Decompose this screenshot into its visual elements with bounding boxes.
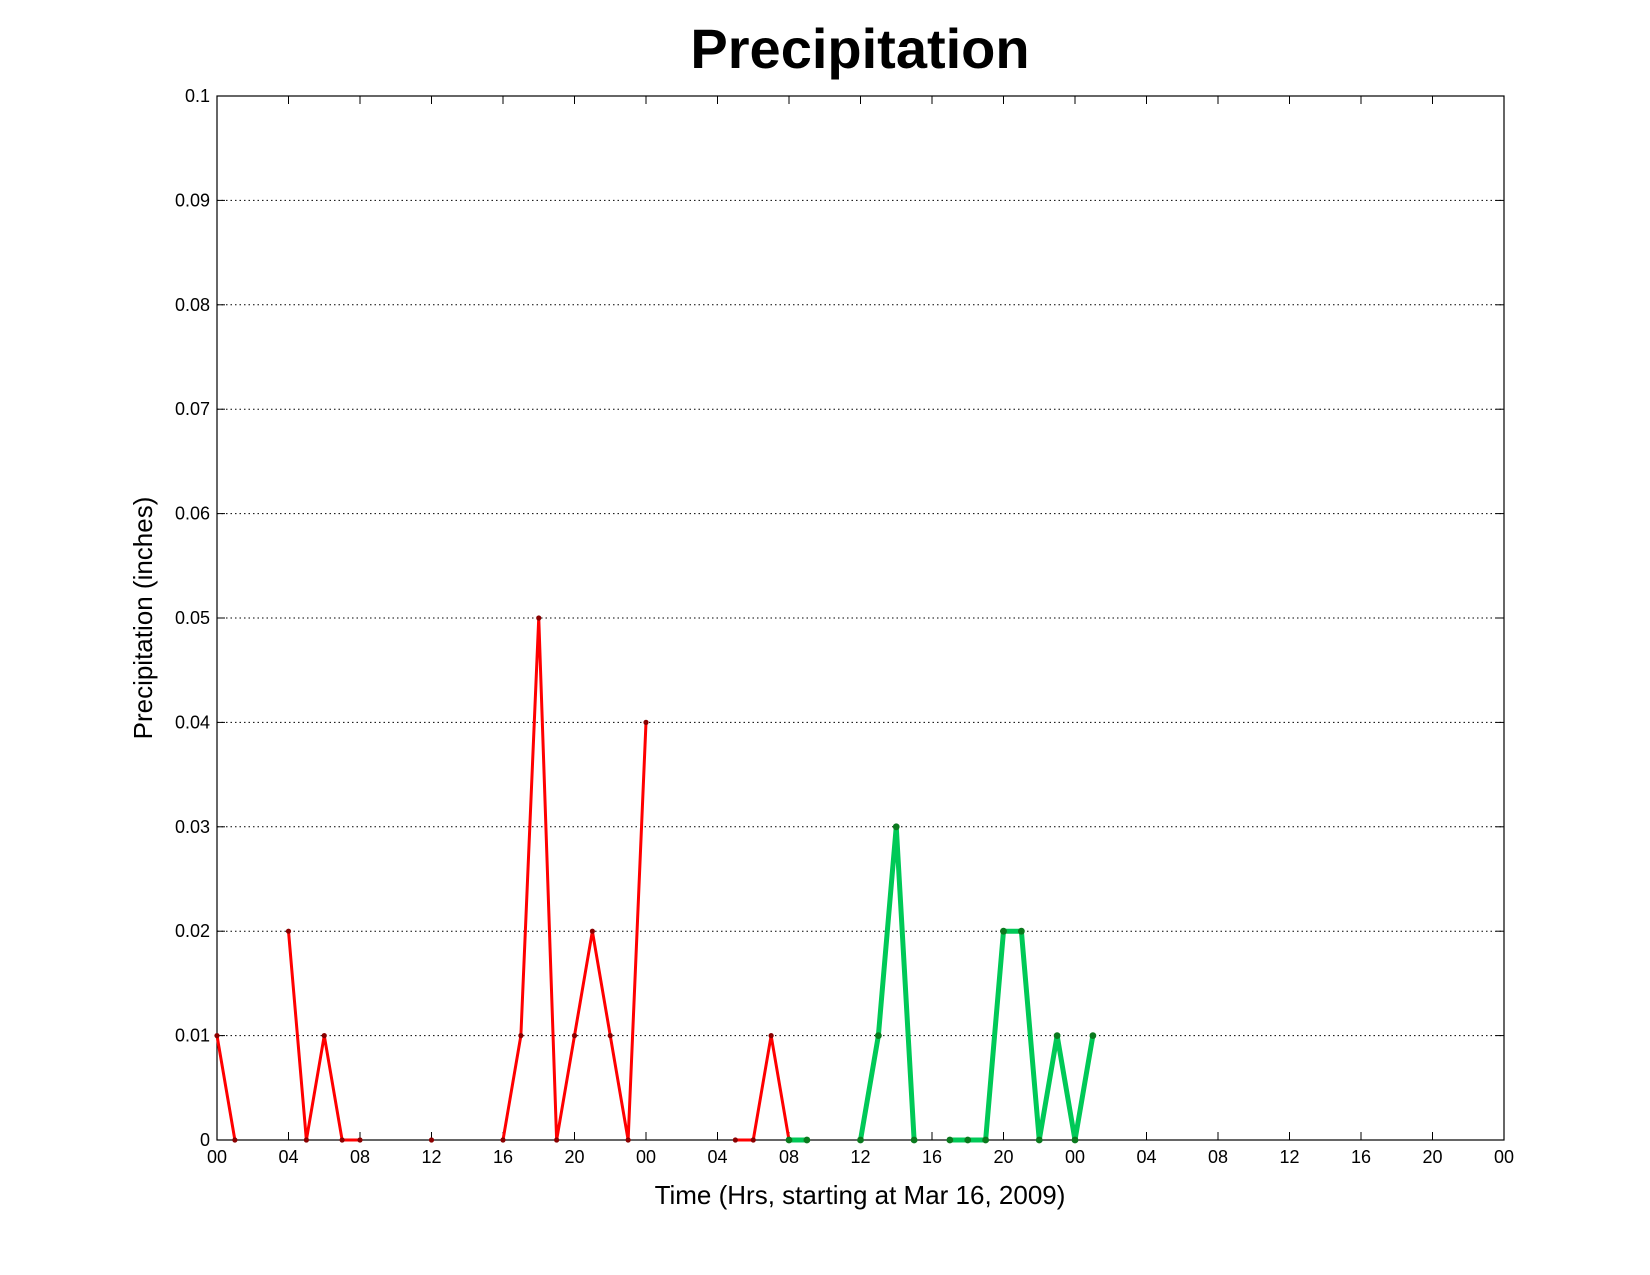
series-line	[501, 616, 648, 1142]
data-point	[214, 1033, 220, 1039]
data-point	[910, 1136, 918, 1144]
data-point	[625, 1137, 631, 1143]
series-line	[858, 824, 917, 1143]
grid-lines	[217, 199, 1504, 1037]
x-tick-label: 04	[278, 1147, 298, 1167]
x-tick-label: 04	[707, 1147, 727, 1167]
y-tick-label: 0.01	[175, 1026, 210, 1046]
x-tick-label: 08	[350, 1147, 370, 1167]
y-tick-label: 0.04	[175, 712, 210, 732]
data-point	[982, 1136, 990, 1144]
y-tick-label: 0	[200, 1130, 210, 1150]
x-tick-label: 00	[636, 1147, 656, 1167]
chart-title: Precipitation	[690, 17, 1029, 80]
data-point	[732, 1137, 738, 1143]
data-point	[607, 1033, 613, 1039]
x-tick-label: 08	[779, 1147, 799, 1167]
series-line	[947, 928, 1096, 1143]
y-tick-label: 0.06	[175, 504, 210, 524]
data-point	[500, 1137, 506, 1143]
series-1	[214, 615, 792, 1143]
data-point	[536, 615, 542, 621]
y-tick-label: 0.1	[185, 86, 210, 106]
series-line	[215, 1034, 237, 1142]
y-tick-label: 0.07	[175, 399, 210, 419]
x-tick-label: 12	[850, 1147, 870, 1167]
data-point	[1017, 927, 1025, 935]
x-tick-label: 20	[1422, 1147, 1442, 1167]
data-point	[589, 928, 595, 934]
series-line	[733, 1034, 791, 1142]
series-2	[785, 823, 1097, 1144]
data-point	[785, 1136, 793, 1144]
data-point	[643, 719, 649, 726]
data-point	[946, 1136, 954, 1144]
y-tick-label: 0.02	[175, 921, 210, 941]
data-point	[339, 1137, 345, 1143]
data-point	[892, 823, 900, 831]
x-tick-label: 04	[1136, 1147, 1156, 1167]
data-point	[750, 1137, 756, 1143]
data-point	[357, 1137, 363, 1143]
data-point	[874, 1032, 882, 1039]
y-tick-label: 0.03	[175, 817, 210, 837]
y-tick-label: 0.05	[175, 608, 210, 628]
data-point	[857, 1136, 864, 1144]
y-tick-label: 0.09	[175, 190, 210, 210]
data-point	[518, 1033, 524, 1039]
x-tick-label: 12	[421, 1147, 441, 1167]
data-point	[1089, 1032, 1097, 1039]
series-layer	[214, 615, 1097, 1144]
x-tick-label: 16	[1351, 1147, 1371, 1167]
x-tick-label: 00	[1494, 1147, 1514, 1167]
data-point	[964, 1136, 972, 1144]
data-point	[285, 928, 292, 934]
data-point	[1053, 1032, 1061, 1039]
data-point	[428, 1137, 435, 1143]
x-tick-label: 12	[1279, 1147, 1299, 1167]
data-point	[1071, 1136, 1079, 1144]
data-point	[232, 1137, 238, 1143]
x-tick-label: 20	[993, 1147, 1013, 1167]
x-tick-label: 16	[493, 1147, 513, 1167]
data-point	[1000, 927, 1007, 935]
x-tick-label: 20	[564, 1147, 584, 1167]
x-tick-label: 08	[1208, 1147, 1228, 1167]
axis-ticks: 0 0.01 0.02 0.03 0.04 0.05 0.06 0.07 0.08 0.09 0.1…	[175, 86, 1514, 1167]
y-axis-label: Precipitation (inches)	[128, 497, 158, 740]
y-tick-label: 0.08	[175, 295, 210, 315]
x-tick-label: 00	[1065, 1147, 1085, 1167]
data-point	[303, 1137, 309, 1143]
data-point	[803, 1136, 811, 1144]
data-point	[768, 1033, 774, 1039]
data-point	[554, 1137, 560, 1143]
x-tick-label: 16	[922, 1147, 942, 1167]
data-point	[1035, 1136, 1043, 1144]
data-point	[571, 1033, 578, 1039]
x-tick-label: 00	[207, 1147, 227, 1167]
data-point	[321, 1033, 327, 1039]
x-axis-label: Time (Hrs, starting at Mar 16, 2009)	[655, 1180, 1066, 1210]
